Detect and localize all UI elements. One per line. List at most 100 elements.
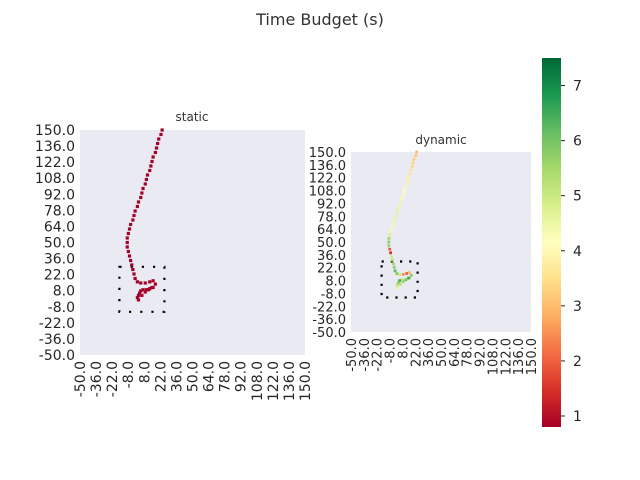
dynamic-path-cell [387, 237, 391, 240]
colorbar-tick-label: 1 [573, 409, 582, 425]
dynamic-x-tick-label: 150.0 [525, 338, 540, 375]
static-path-cell [129, 258, 133, 263]
dynamic-x-tick-label: 78.0 [461, 338, 476, 367]
dynamic-y-tick-label: -36.0 [312, 313, 346, 328]
static-y-tick-label: 64.0 [44, 219, 75, 235]
dynamic-path-cell [401, 280, 405, 283]
dynamic-path-cells [387, 150, 419, 290]
colorbar-tick-label: 6 [573, 134, 582, 150]
dynamic-path-cell [391, 262, 395, 265]
static-path-cell [154, 146, 159, 150]
dynamic-x-tick-label: 8.0 [396, 338, 411, 359]
static-path-cell [136, 293, 141, 297]
static-path-cell [136, 298, 141, 302]
dynamic-x-tick-label: 50.0 [435, 338, 450, 367]
static-x-tick-label: -36.0 [89, 361, 105, 397]
dynamic-path-cell [410, 165, 414, 168]
dynamic-path-cell [400, 197, 403, 201]
colorbar: 1 2 3 4 5 6 7 [542, 58, 582, 427]
dynamic-path-cell [400, 278, 403, 282]
static-path-cell [126, 231, 130, 236]
static-path-cell [150, 159, 154, 164]
static-path-cell [132, 213, 136, 218]
dynamic-path-cell [389, 251, 392, 255]
static-x-tick-label: 150.0 [298, 361, 314, 401]
static-plot-area [80, 130, 305, 355]
dynamic-path-cell [398, 279, 401, 283]
dynamic-path-cell [395, 272, 399, 275]
static-path-cell [151, 155, 155, 159]
dynamic-x-tick-label: 92.0 [474, 338, 489, 367]
dynamic-x-tick-label: -36.0 [358, 338, 373, 372]
dynamic-path-cell [409, 273, 413, 277]
dynamic-x-tick-label: 36.0 [422, 338, 437, 367]
static-path-cell [141, 186, 145, 191]
static-y-tick-label: 92.0 [44, 187, 75, 203]
static-path-cell [143, 290, 147, 294]
dynamic-y-tick-label: 22.0 [317, 262, 346, 277]
static-path-cell [135, 296, 139, 300]
static-x-tick-label: 8.0 [137, 361, 153, 383]
dynamic-y-tick-label: 92.0 [317, 197, 346, 212]
static-y-tick-label: 150.0 [35, 123, 75, 139]
dynamic-path-cell [415, 150, 419, 154]
dynamic-path-cell [393, 269, 397, 273]
colorbar-tick-label: 3 [573, 299, 582, 315]
static-y-tick-label: -50.0 [39, 348, 75, 364]
dynamic-path-cell [407, 175, 410, 179]
dynamic-path-cell [401, 273, 405, 276]
static-y-tick-label: -22.0 [39, 316, 75, 332]
dynamic-x-tick-label: 136.0 [512, 338, 527, 375]
static-path-cell [143, 182, 147, 186]
dynamic-path-cell [408, 172, 411, 175]
static-y-tick-label: 108.0 [35, 171, 75, 187]
static-x-tick-labels: -50.0 -36.0 -22.0 -8.0 8.0 22.0 36.0 50.0 64.0 78… [73, 361, 314, 401]
dynamic-path-cell [387, 244, 391, 247]
dynamic-path-cell [412, 157, 416, 161]
static-y-tick-label: -8.0 [48, 300, 75, 316]
dynamic-path-cell [389, 229, 392, 233]
colorbar-tick-label: 5 [573, 189, 582, 205]
static-path-cell [131, 267, 135, 272]
dynamic-path-cell [405, 272, 409, 275]
static-path-cell [140, 293, 144, 297]
dynamic-path-cell [402, 190, 406, 193]
dynamic-path-cell [393, 215, 397, 219]
static-path-cell [153, 282, 157, 286]
static-path-cell [129, 222, 133, 227]
dynamic-path-cell [395, 284, 399, 288]
dynamic-path-cell [387, 240, 391, 244]
static-path-cell [130, 263, 134, 267]
static-y-tick-label: -36.0 [39, 332, 75, 348]
static-y-tick-label: 122.0 [35, 155, 75, 171]
static-x-tick-label: 36.0 [169, 361, 185, 392]
static-path-cell [156, 141, 160, 146]
static-x-tick-label: -8.0 [121, 361, 137, 388]
static-path-cell [141, 288, 145, 292]
static-y-tick-label: 8.0 [53, 284, 75, 300]
dynamic-x-tick-label: 108.0 [486, 338, 501, 375]
dynamic-path-cell [398, 273, 401, 276]
static-path-cell [160, 128, 164, 132]
dynamic-path-cell [405, 183, 409, 186]
static-path-cell [126, 249, 130, 254]
dynamic-path-cell [409, 168, 413, 172]
static-path-cell [148, 280, 152, 284]
static-path-cell [145, 173, 150, 177]
dynamic-y-tick-label: 78.0 [317, 210, 346, 225]
dynamic-x-tick-label: -50.0 [345, 338, 360, 372]
static-panel-title: static [176, 110, 209, 124]
static-path-cell [143, 281, 147, 285]
dynamic-path-cell [392, 219, 396, 222]
dynamic-y-tick-label: 136.0 [309, 159, 346, 174]
static-path-cell [133, 209, 137, 213]
static-path-cell [148, 168, 152, 173]
dynamic-path-cell [397, 281, 401, 284]
static-path-cell [138, 291, 142, 295]
figure-title: Time Budget (s) [255, 10, 384, 29]
static-x-tick-label: -50.0 [73, 361, 89, 397]
static-path-cell [140, 191, 144, 195]
static-path-cell [135, 204, 139, 209]
static-y-tick-label: 78.0 [44, 203, 75, 219]
colorbar-gradient [542, 58, 561, 427]
